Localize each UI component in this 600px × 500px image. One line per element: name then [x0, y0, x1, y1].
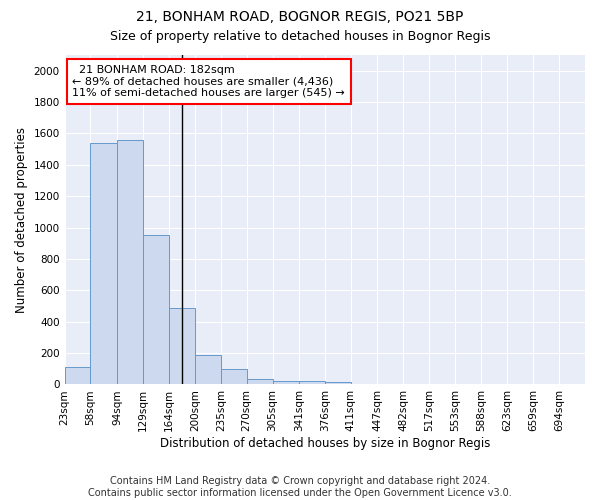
Text: 21, BONHAM ROAD, BOGNOR REGIS, PO21 5BP: 21, BONHAM ROAD, BOGNOR REGIS, PO21 5BP — [136, 10, 464, 24]
Bar — [117, 140, 143, 384]
Bar — [65, 367, 91, 384]
Bar — [272, 380, 299, 384]
Text: Contains HM Land Registry data © Crown copyright and database right 2024.
Contai: Contains HM Land Registry data © Crown c… — [88, 476, 512, 498]
Text: 21 BONHAM ROAD: 182sqm  
← 89% of detached houses are smaller (4,436)
11% of sem: 21 BONHAM ROAD: 182sqm ← 89% of detached… — [73, 65, 345, 98]
Text: Size of property relative to detached houses in Bognor Regis: Size of property relative to detached ho… — [110, 30, 490, 43]
X-axis label: Distribution of detached houses by size in Bognor Regis: Distribution of detached houses by size … — [160, 437, 490, 450]
Bar — [221, 369, 247, 384]
Bar — [325, 382, 350, 384]
Bar — [143, 236, 169, 384]
Y-axis label: Number of detached properties: Number of detached properties — [15, 126, 28, 312]
Bar — [91, 143, 117, 384]
Bar — [247, 379, 272, 384]
Bar — [169, 308, 195, 384]
Bar — [299, 382, 325, 384]
Bar — [195, 356, 221, 384]
